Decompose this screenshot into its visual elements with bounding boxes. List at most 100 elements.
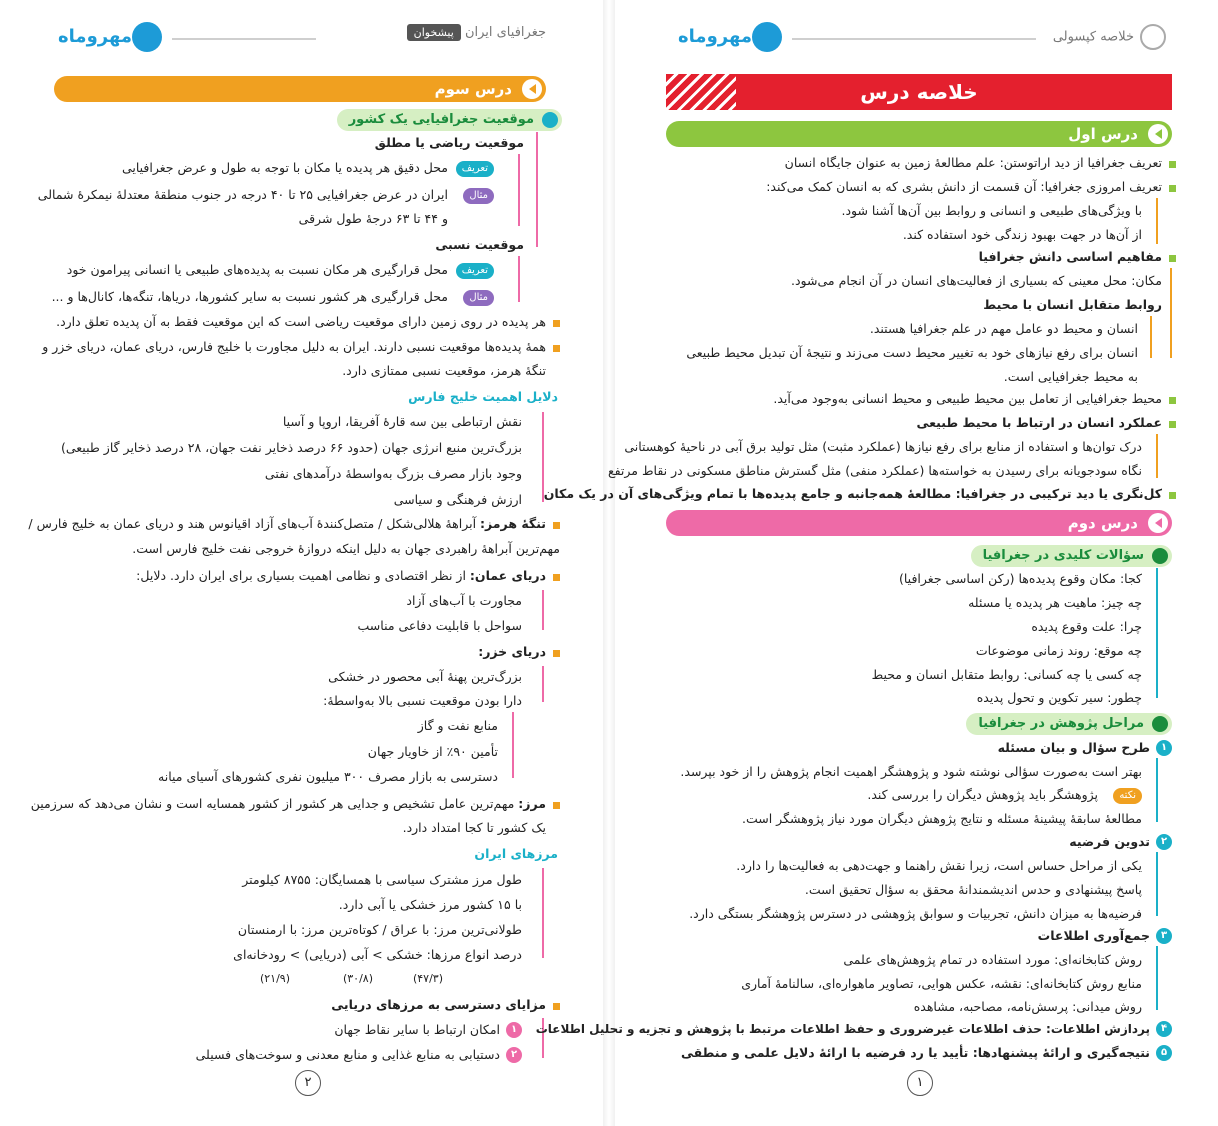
list-item: به محیط جغرافیایی است. (1003, 369, 1138, 384)
iran-border-item: طولانی‌ترین مرز: با عراق / کوتاه‌ترین مر… (237, 922, 522, 937)
concepts-title: مفاهیم اساسی دانش جغرافیا (978, 249, 1162, 264)
lesson-title: درس دوم (1067, 514, 1138, 532)
list-item: انسان و محیط دو عامل مهم در علم جغرافیا … (869, 321, 1138, 336)
list-item: نگاه سودجویانه برای رسیدن به خواسته‌ها (… (607, 463, 1142, 478)
relation-title: روابط متقابل انسان با محیط (983, 297, 1162, 312)
oman-reason: سواحل با قابلیت دفاعی مناسب (357, 618, 522, 633)
definition-tag: تعریف (455, 161, 494, 177)
step-number: ۵ (1156, 1045, 1172, 1061)
iran-border-item: درصد انواع مرزها: خشکی > آبی (دریایی) > … (233, 947, 522, 962)
lesson-one-bar: درس اول (666, 121, 1172, 147)
question-item: چطور: سیر تکوین و تحول پدیده (976, 690, 1142, 705)
performance-title: عملکرد انسان در ارتباط با محیط طبیعی (916, 415, 1162, 430)
border-pct: (۲۱/۹) (259, 972, 290, 985)
border-pct: (۳۰/۸) (342, 972, 373, 985)
number-badge: ۱ (506, 1022, 522, 1038)
example-tag: مثال (463, 188, 494, 204)
logo-icon (132, 22, 162, 52)
border-text: یک کشور تا کجا امتداد دارد. (402, 820, 546, 835)
step-number: ۲ (1156, 834, 1172, 850)
definition-text: تعریف جغرافیا از دید اراتوستن: علم مطالع… (784, 155, 1162, 170)
lesson-title: درس اول (1068, 125, 1138, 143)
step-title: تدوین فرضیه (1069, 834, 1150, 849)
iran-border-item: طول مرز مشترک سیاسی با همسایگان: ۸۷۵۵ کی… (242, 872, 522, 887)
lesson-two-bar: درس دوم (666, 510, 1172, 536)
step-number: ۳ (1156, 928, 1172, 944)
abs-definition: محل دقیق هر پدیده یا مکان با توجه به طول… (121, 160, 448, 175)
logo-text: مهروماه (58, 26, 132, 47)
lesson-title: درس سوم (434, 80, 512, 98)
play-icon (1148, 513, 1168, 533)
question-item: کجا: مکان وقوع پدیده‌ها (رکن اساسی جغراف… (898, 571, 1142, 586)
page-two: مهروماه جغرافیای ایران پیشخوان درس سوم م… (0, 0, 598, 1126)
section-icon (1152, 548, 1168, 564)
step-title: نتیجه‌گیری و ارائهٔ پیشنهادها: تأیید یا … (680, 1045, 1150, 1060)
section-title-research-steps: مراحل پژوهش در جغرافیا (966, 713, 1172, 735)
step-item: روش کتابخانه‌ای: مورد استفاده در تمام پژ… (843, 952, 1142, 967)
number-badge: ۲ (506, 1047, 522, 1063)
page-header: مهروماه خلاصه کپسولی (672, 18, 1166, 58)
definition-text: تعریف امروزی جغرافیا: آن قسمت از دانش بش… (766, 179, 1162, 194)
rel-example: محل قرارگیری هر کشور نسبت به سایر کشورها… (51, 289, 448, 304)
gulf-reason: بزرگ‌ترین منبع انرژی جهان (حدود ۶۶ درصد … (60, 440, 522, 455)
iran-border-item: با ۱۵ کشور مرز خشکی یا آبی دارد. (338, 897, 522, 912)
list-item: از آن‌ها در جهت بهبود زندگی خود استفاده … (902, 227, 1142, 242)
gulf-reason: ارزش فرهنگی و سیاسی (393, 492, 522, 507)
rel-position-title: موقعیت نسبی (435, 237, 524, 252)
place-def: مکان: محل معینی که بسیاری از فعالیت‌های … (791, 273, 1162, 288)
decor-stripes (666, 74, 736, 110)
question-item: چرا: علت وقوع پدیده (1031, 619, 1142, 634)
bullet-text: همهٔ پدیده‌ها موقعیت نسبی دارند. ایران ب… (42, 339, 546, 354)
step-item: مطالعهٔ سابقهٔ پیشینهٔ مسئله و نتایج پژو… (742, 811, 1142, 826)
note-tag: نکته (1113, 788, 1142, 804)
play-icon (1148, 124, 1168, 144)
capsule-title: خلاصه کپسولی (1053, 24, 1166, 50)
publisher-logo: مهروماه (672, 20, 782, 56)
page-header: مهروماه جغرافیای ایران پیشخوان (52, 18, 546, 58)
env-text: محیط جغرافیایی از تعامل بین محیط طبیعی و… (773, 391, 1162, 406)
abs-example-1: ایران در عرض جغرافیایی ۲۵ تا ۴۰ درجه در … (37, 187, 448, 202)
section-icon (542, 112, 558, 128)
sea-item: دستیابی به منابع غذایی و منابع معدنی و س… (195, 1047, 500, 1062)
publisher-logo: مهروماه (52, 20, 162, 56)
logo-icon (752, 22, 782, 52)
list-item: انسان برای رفع نیازهای خود به تغییر محیط… (686, 345, 1138, 360)
step-item: پژوهشگر باید پژوهش دیگران را بررسی کند. (867, 787, 1098, 802)
section-icon (1152, 716, 1168, 732)
gulf-reason: وجود بازار مصرف بزرگ به‌واسطهٔ درآمدهای … (264, 466, 522, 481)
question-item: چه کسی یا چه کسانی: روابط متقابل انسان و… (871, 667, 1142, 682)
holistic-text: کل‌نگری یا دید ترکیبی در جغرافیا: مطالعه… (543, 486, 1162, 501)
step-item: بهتر است به‌صورت سؤالی نوشته شود و پژوهش… (680, 764, 1142, 779)
pill-icon (1140, 24, 1166, 50)
sea-title: مزایای دسترسی به مرزهای دریایی (331, 997, 546, 1012)
book-title: جغرافیای ایران پیشخوان (402, 24, 546, 41)
definition-tag: تعریف (455, 263, 494, 279)
step-item: منابع روش کتابخانه‌ای: نقشه، عکس هوایی، … (741, 976, 1142, 991)
book-badge: پیشخوان (406, 24, 461, 41)
question-item: چه موقع: روند زمانی موضوعات (975, 643, 1142, 658)
caspian-item: دارا بودن موقعیت نسبی بالا به‌واسطهٔ: (323, 693, 522, 708)
step-title: جمع‌آوری اطلاعات (1037, 928, 1150, 943)
iran-border-title: مرزهای ایران (474, 846, 558, 861)
section-title-key-questions: سؤالات کلیدی در جغرافیا (970, 545, 1172, 567)
sea-item: امکان ارتباط با سایر نقاط جهان (334, 1022, 500, 1037)
bullet-text: تنگهٔ هرمز، موقعیت نسبی ممتازی دارد. (342, 363, 546, 378)
abs-example-2: و ۴۴ تا ۶۳ درجهٔ طول شرقی (298, 211, 448, 226)
caspian-subitem: تأمین ۹۰٪ از خاویار جهان (367, 744, 498, 759)
oman-reason: مجاورت با آب‌های آزاد (406, 593, 522, 608)
caspian-title: دریای خزر: (478, 644, 546, 659)
caspian-subitem: منابع نفت و گاز (417, 718, 498, 733)
step-number: ۱ (1156, 740, 1172, 756)
step-number: ۴ (1156, 1021, 1172, 1037)
caspian-subitem: دسترسی به بازار مصرف ۳۰۰ میلیون نفری کشو… (158, 769, 498, 784)
rel-definition: محل قرارگیری هر مکان نسبت به پدیده‌های ط… (66, 262, 448, 277)
book-spine (603, 0, 615, 1126)
gulf-title: دلایل اهمیت خلیج فارس (408, 389, 558, 404)
border-pct: (۴۷/۳) (412, 972, 443, 985)
bullet-text: هر پدیده در روی زمین دارای موقعیت ریاضی … (56, 314, 546, 329)
caspian-item: بزرگ‌ترین پهنهٔ آبی محصور در خشکی (328, 669, 522, 684)
hormoz-text: مهم‌ترین آبراههٔ راهبردی جهان به دلیل ای… (132, 541, 560, 556)
summary-banner: خلاصه درس (666, 74, 1172, 110)
logo-text: مهروماه (678, 26, 752, 47)
example-tag: مثال (463, 290, 494, 306)
